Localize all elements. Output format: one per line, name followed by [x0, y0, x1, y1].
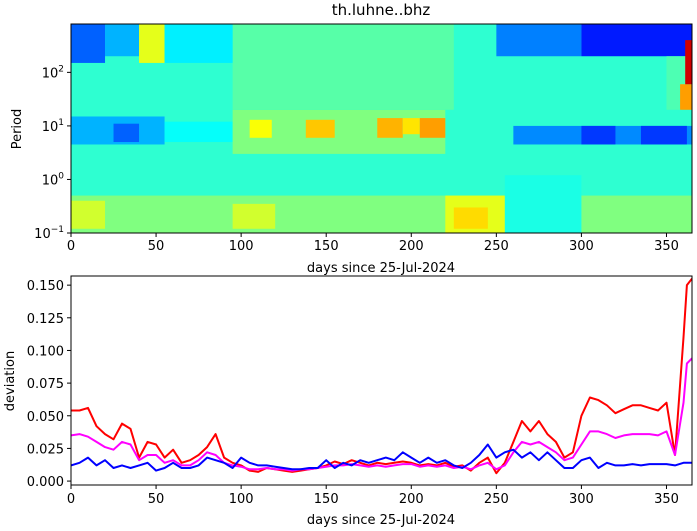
heatmap-cell [504, 175, 582, 233]
heatmap-cell [496, 24, 582, 57]
x-tick-label: 50 [148, 492, 165, 507]
deviation-x-axis-label: days since 25-Jul-2024 [307, 513, 455, 528]
deviation-y-axis-label: deviation [3, 351, 18, 411]
heatmap-cell [581, 24, 692, 57]
y-tick-label: 0.050 [27, 410, 64, 425]
heatmap-cell [419, 118, 446, 138]
y-tick-label: 0.100 [27, 344, 64, 359]
x-tick-label: 0 [67, 239, 75, 254]
deviation-series-1 [71, 277, 692, 475]
x-tick-label: 150 [314, 492, 339, 507]
heatmap-cell [232, 24, 454, 110]
x-tick-label: 350 [654, 492, 679, 507]
heatmap-x-ticks: 0 50 100 150 200 250 300 350 [67, 233, 679, 254]
heatmap-cells [71, 24, 692, 233]
heatmap-y-ticks: 10−1 100 101 102 [34, 64, 71, 242]
deviation-frame [70, 275, 693, 486]
heatmap-cell [71, 200, 106, 229]
y-tick-label: 0.025 [27, 442, 64, 457]
heatmap-cell [640, 125, 687, 145]
x-tick-label: 50 [148, 239, 165, 254]
heatmap-cell [402, 118, 420, 135]
y-tick-label: 102 [42, 64, 64, 81]
deviation-lines [71, 277, 692, 475]
x-tick-label: 350 [654, 239, 679, 254]
heatmap-cell [164, 121, 233, 143]
y-tick-label: 0.125 [27, 312, 64, 327]
x-tick-label: 300 [569, 239, 594, 254]
heatmap-cell [453, 207, 488, 229]
heatmap-cell [105, 24, 140, 57]
heatmap-cell [685, 40, 692, 85]
heatmap-cell [305, 119, 335, 138]
y-tick-label: 10−1 [34, 225, 64, 242]
deviation-series-2 [71, 357, 692, 472]
x-tick-label: 200 [399, 492, 424, 507]
x-tick-label: 150 [314, 239, 339, 254]
deviation-y-ticks: 0.000 0.025 0.050 0.075 0.100 0.125 0.150 [27, 279, 71, 490]
chart-title: th.luhne..bhz [332, 1, 431, 19]
heatmap-cell [113, 123, 140, 143]
heatmap-x-axis-label: days since 25-Jul-2024 [307, 261, 455, 276]
deviation-series-3 [71, 443, 692, 472]
x-tick-label: 250 [484, 239, 509, 254]
heatmap-cell [232, 203, 276, 229]
x-tick-label: 200 [399, 239, 424, 254]
heatmap-frame [70, 23, 693, 234]
heatmap-cell [164, 24, 233, 63]
y-tick-label: 0.000 [27, 475, 64, 490]
heatmap-cell [581, 125, 616, 145]
heatmap-panel: th.luhne..bhz 0 50 100 150 200 250 300 350 10−1… [10, 1, 693, 276]
y-tick-label: 0.150 [27, 279, 64, 294]
heatmap-cell [139, 24, 165, 63]
x-tick-label: 100 [229, 492, 254, 507]
deviation-panel: 0 50 100 150 200 250 300 350 0.0000.0250.0500.0… [3, 275, 693, 528]
heatmap-cell [71, 195, 692, 233]
heatmap-cell [680, 84, 692, 110]
deviation-x-ticks: 0 50 100 150 200 250 300 350 [67, 485, 679, 507]
heatmap-cell [377, 118, 403, 138]
y-tick-label: 100 [42, 171, 65, 188]
x-tick-label: 0 [67, 492, 75, 507]
heatmap-cell [249, 119, 272, 138]
x-tick-label: 250 [484, 492, 509, 507]
x-tick-label: 300 [569, 492, 594, 507]
heatmap-y-axis-label: Period [10, 109, 25, 150]
x-tick-label: 100 [229, 239, 254, 254]
heatmap-cell [71, 24, 106, 63]
y-tick-label: 0.075 [27, 377, 64, 392]
y-tick-label: 101 [42, 118, 64, 135]
